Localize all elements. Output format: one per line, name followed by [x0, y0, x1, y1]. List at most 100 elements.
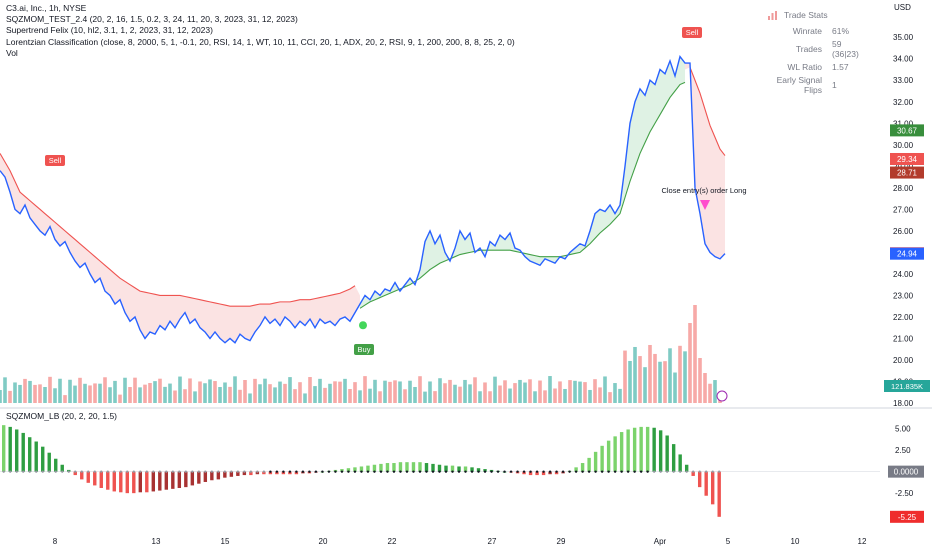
volume-bar: [353, 382, 357, 403]
supertrend-fill: [150, 293, 155, 335]
squeeze-dot: [672, 470, 675, 473]
squeeze-dot: [275, 470, 279, 473]
volume-bar: [623, 350, 627, 403]
squeeze-dot: [581, 470, 584, 473]
squeeze-dot: [74, 470, 77, 473]
squeeze-dot: [691, 470, 695, 473]
squeeze-dot: [158, 470, 162, 473]
supertrend-fill: [100, 260, 105, 292]
supertrend-fill: [305, 299, 310, 326]
supertrend-fill: [590, 213, 595, 244]
volume-bar: [658, 361, 662, 403]
supertrend-fill: [185, 296, 190, 324]
momentum-bar: [203, 471, 208, 482]
squeeze-dot: [451, 470, 454, 473]
volume-bar: [203, 383, 207, 403]
indicator-supertrend[interactable]: Supertrend Felix (10, hl2, 3.1, 1, 2, 20…: [6, 25, 213, 36]
supertrend-fill: [685, 63, 690, 70]
indicator-sqzmom-test[interactable]: SQZMOM_TEST_2.4 (20, 2, 16, 1.5, 0.2, 3,…: [6, 14, 298, 25]
momentum-bar: [242, 471, 247, 476]
stat-value: 61%: [832, 26, 850, 36]
momentum-bar: [645, 426, 650, 472]
supertrend-fill: [675, 56, 680, 92]
momentum-bar: [210, 471, 214, 481]
stat-row: WL Ratio 1.57: [760, 58, 870, 76]
volume-bar: [508, 388, 512, 403]
stat-row: Winrate 61%: [760, 22, 870, 40]
volume-bar: [693, 305, 697, 403]
momentum-bar: [366, 465, 370, 472]
sell-label: Sell: [686, 28, 699, 37]
volume-bar: [218, 387, 222, 403]
momentum-y-tick: 2.50: [895, 446, 911, 455]
volume-bar: [543, 390, 547, 403]
supertrend-fill: [600, 209, 605, 234]
squeeze-dot: [178, 470, 181, 473]
volume-bar: [113, 380, 117, 403]
volume-bar: [568, 380, 572, 403]
volume-bar: [133, 377, 137, 403]
volume-bar: [288, 377, 292, 403]
squeeze-dot: [191, 470, 194, 473]
momentum-y-tick: -2.50: [895, 489, 914, 498]
squeeze-dot: [282, 470, 285, 473]
symbol-title[interactable]: C3.ai, Inc., 1h, NYSE: [6, 3, 87, 13]
volume-bar: [58, 378, 62, 403]
squeeze-dot: [548, 470, 552, 473]
x-tick-label: 27: [488, 537, 497, 546]
supertrend-fill: [635, 88, 640, 168]
squeeze-dot: [665, 470, 669, 473]
momentum-bar: [379, 463, 383, 472]
squeeze-dot: [256, 470, 259, 473]
squeeze-dot: [171, 470, 175, 473]
stat-value: 1: [832, 80, 837, 90]
supertrend-fill: [190, 297, 195, 324]
momentum-bar: [145, 471, 149, 493]
volume-bar: [103, 377, 107, 403]
volume-bar: [143, 384, 147, 403]
momentum-bar: [437, 464, 442, 472]
sqzmom-legend[interactable]: SQZMOM_LB (20, 2, 20, 1.5): [6, 411, 118, 421]
volume-bar: [193, 391, 197, 403]
squeeze-dot: [392, 470, 396, 473]
squeeze-dot: [243, 470, 246, 473]
indicator-lorentzian[interactable]: Lorentzian Classification (close, 8, 200…: [6, 36, 515, 47]
volume-bar: [653, 353, 657, 403]
y-tick-label: 28.00: [893, 184, 914, 193]
squeeze-dot: [704, 470, 708, 473]
momentum-tag: -5.25: [898, 513, 917, 522]
momentum-bar: [255, 471, 260, 475]
volume-bar: [268, 384, 272, 403]
volume-bar: [163, 386, 167, 403]
supertrend-fill: [335, 293, 340, 326]
squeeze-dot: [685, 470, 688, 473]
volume-bar: [533, 391, 537, 403]
volume-bar: [38, 384, 42, 403]
squeeze-dot: [2, 470, 5, 473]
squeeze-dot: [438, 470, 441, 473]
momentum-bar: [392, 463, 396, 472]
momentum-bar: [580, 463, 585, 472]
volume-bar: [448, 379, 452, 403]
x-tick-label: 29: [557, 537, 566, 546]
supertrend-fill: [270, 302, 275, 324]
supertrend-fill: [40, 209, 45, 236]
squeeze-dot: [717, 470, 721, 473]
momentum-bar: [177, 471, 182, 488]
momentum-bar: [457, 466, 461, 472]
momentum-bar: [704, 471, 708, 496]
close-order-annotation: Close entry(s) order Long: [661, 186, 746, 195]
squeeze-dot: [373, 470, 376, 473]
squeeze-dot: [496, 470, 500, 473]
momentum-bar: [86, 471, 90, 483]
indicator-volume[interactable]: Vol: [6, 47, 18, 58]
volume-bar: [558, 381, 562, 403]
squeeze-dot: [620, 470, 623, 473]
buy-label-bg: [354, 344, 374, 355]
squeeze-dot: [80, 470, 83, 473]
volume-bar: [263, 378, 267, 403]
supertrend-fill: [715, 137, 720, 259]
squeeze-dot: [659, 470, 662, 473]
